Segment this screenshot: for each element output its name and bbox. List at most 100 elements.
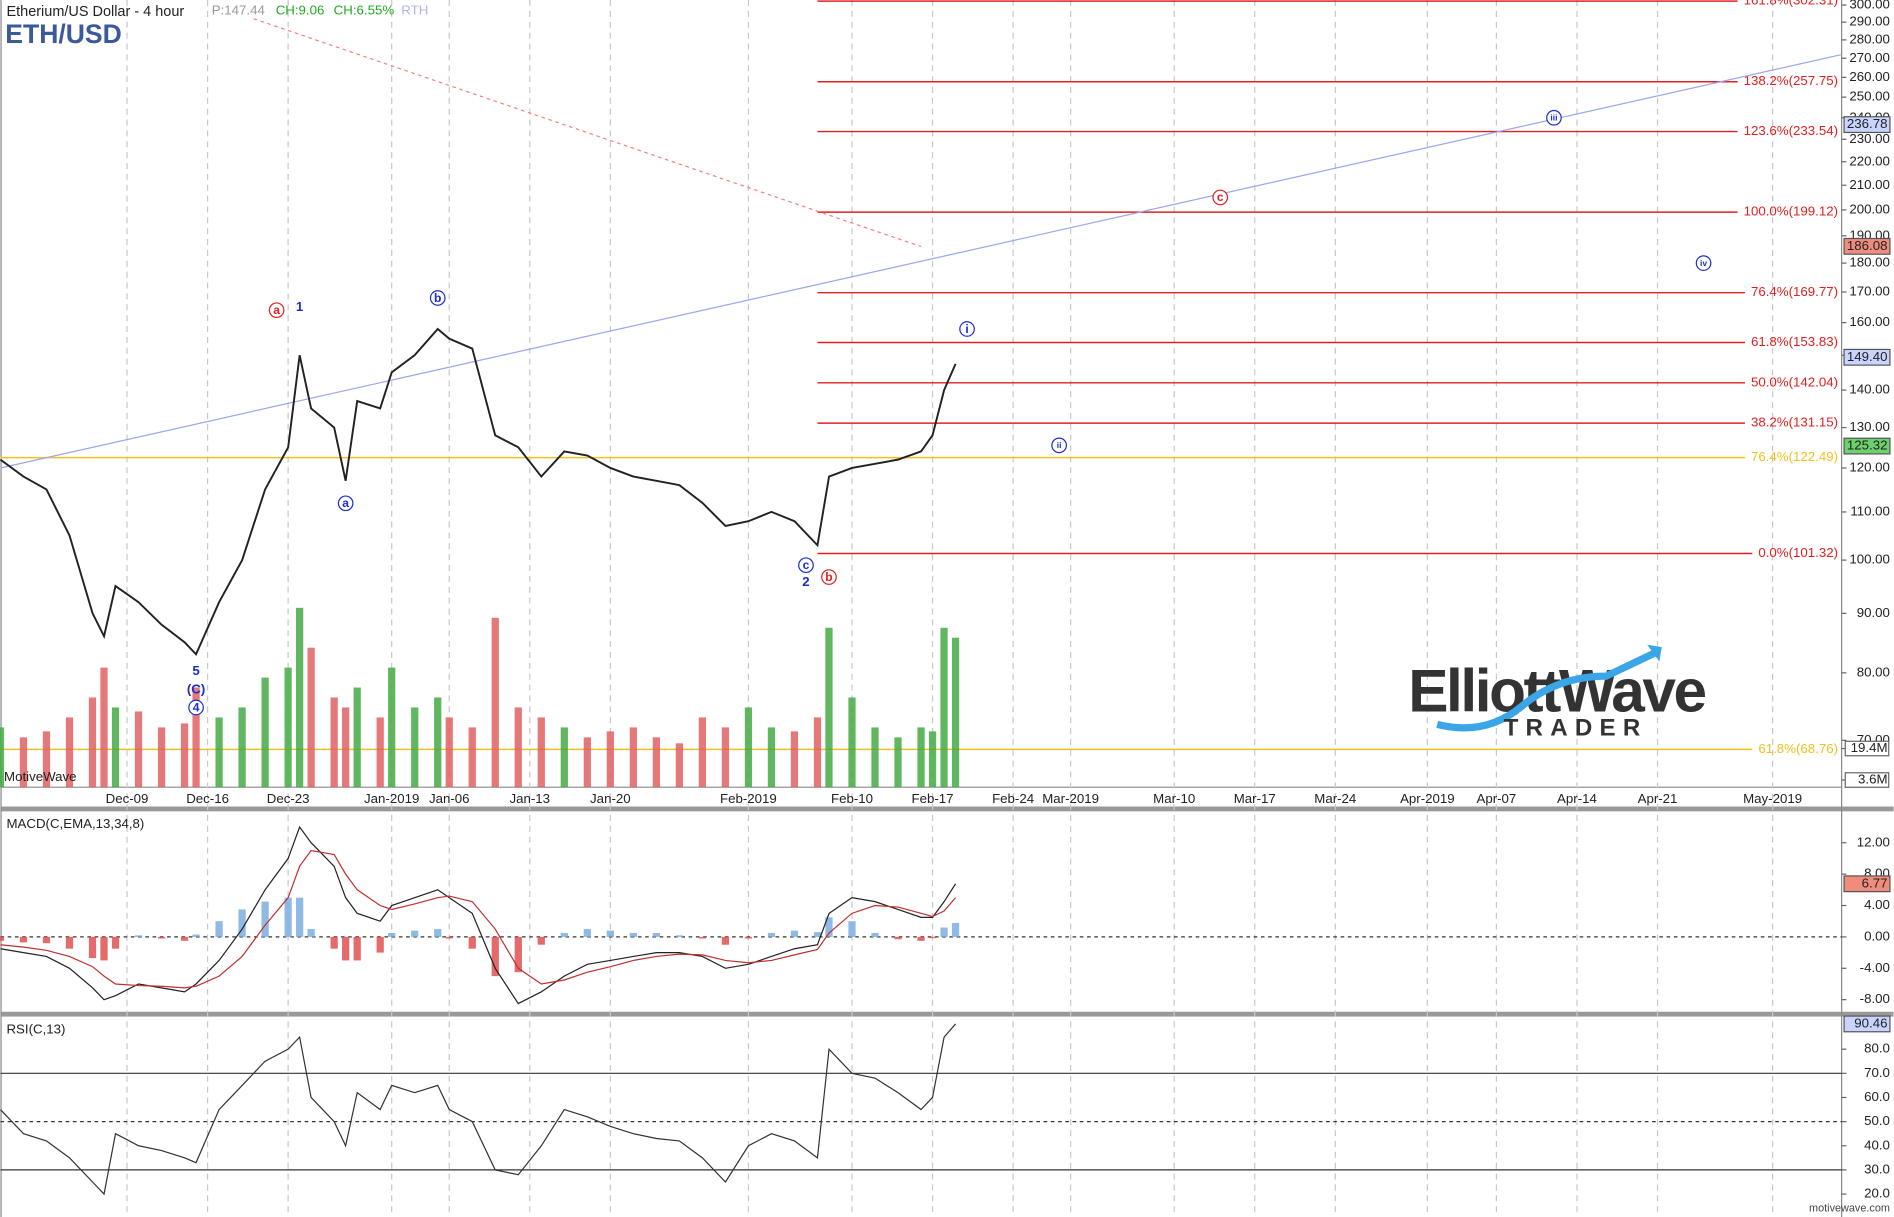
y-tick-label: 210.00 <box>1849 177 1890 192</box>
y-tick-label: 110.00 <box>1850 503 1890 518</box>
y-tick-label: 160.00 <box>1849 314 1890 329</box>
histogram-bar <box>825 917 833 937</box>
wave-circle <box>429 290 446 306</box>
y-tick-label: 40.0 <box>1864 1137 1890 1152</box>
volume-bar <box>813 717 822 788</box>
volume-bar <box>376 717 384 788</box>
wave-label: b <box>434 291 441 305</box>
volume-bar <box>88 697 97 788</box>
wave-circle <box>1546 109 1562 126</box>
volume-bar <box>629 727 637 788</box>
wave-label: b <box>825 570 832 584</box>
histogram-bar <box>894 936 902 940</box>
histogram-bar <box>157 936 166 939</box>
x-tick-label: Apr-07 <box>1477 791 1517 806</box>
volume-bar <box>583 737 591 788</box>
x-tick-label: Dec-09 <box>106 791 149 806</box>
fib-label: 123.6%(233.54) <box>1744 123 1838 138</box>
volume-bar <box>491 617 499 788</box>
y-tick-label: 80.00 <box>1857 664 1890 679</box>
pane-title: RSI(C,13) <box>6 1021 65 1036</box>
fib-label: 38.2%(131.15) <box>1751 415 1838 430</box>
volume-bar <box>342 707 350 788</box>
volume-bar <box>65 717 74 788</box>
fib-label: 138.2%(257.75) <box>1744 73 1838 88</box>
histogram-bar <box>721 936 730 945</box>
histogram-bar <box>514 936 522 973</box>
y-tick-label: 20.0 <box>1864 1186 1890 1201</box>
histogram-bar <box>376 936 384 953</box>
histogram-bar <box>652 932 660 937</box>
wave-label: c <box>803 558 810 572</box>
histogram-bar <box>445 936 453 939</box>
wave-circle <box>337 495 354 512</box>
volume-bar <box>19 737 28 788</box>
volume-bar <box>215 717 223 788</box>
y-tick-label: 300.00 <box>1849 0 1890 12</box>
histogram-bar <box>411 930 419 937</box>
volume-bar <box>157 727 166 788</box>
series-line <box>0 327 957 656</box>
logo-line2: TRADER <box>1504 715 1648 742</box>
fib-label: 76.4%(169.77) <box>1751 284 1838 299</box>
volume-bar <box>894 737 902 788</box>
histogram-bar <box>330 936 338 949</box>
y-tick-label: 60.0 <box>1864 1089 1890 1104</box>
histogram-bar <box>192 934 200 937</box>
histogram-bar <box>100 936 108 961</box>
histogram-bar <box>629 932 637 937</box>
y-tick-label: 90.00 <box>1857 605 1890 620</box>
y-tick-label: 250.00 <box>1849 89 1890 104</box>
volume-bar <box>721 727 730 788</box>
wave-label: 4 <box>193 700 200 714</box>
histogram-bar <box>353 936 361 961</box>
volume-bar <box>790 731 799 788</box>
histogram-bar <box>180 936 189 941</box>
volume-bar <box>514 707 522 788</box>
pane-separator <box>0 806 1894 812</box>
y-tick-label: 100.00 <box>1849 552 1890 567</box>
y-tick-label: 220.00 <box>1849 153 1890 168</box>
price-tag <box>1843 348 1891 366</box>
wave-label: a <box>342 496 349 510</box>
volume-bar <box>296 607 304 788</box>
change: CH:9.06 <box>276 2 325 17</box>
change-pct: CH:6.55% <box>334 2 395 17</box>
price-tag-label: 125.32 <box>1847 438 1888 453</box>
wave-circle <box>268 302 285 319</box>
histogram-bar <box>790 930 799 937</box>
price-tag-label: 90.46 <box>1854 1015 1887 1030</box>
wave-circle <box>1212 189 1229 206</box>
instrument: Etherium/US Dollar - 4 hour <box>6 4 184 20</box>
x-tick-label: Feb-17 <box>912 791 954 806</box>
x-tick-label: Jan-06 <box>429 791 470 806</box>
y-tick-label: 30.0 <box>1864 1161 1890 1176</box>
y-tick-label: 270.00 <box>1849 50 1890 65</box>
histogram-bar <box>767 932 776 937</box>
volume-bar <box>468 727 476 788</box>
wave-label: c <box>1217 190 1224 204</box>
volume-bar <box>388 667 396 788</box>
price-tag <box>1843 875 1891 893</box>
wave-label: i <box>965 322 968 336</box>
price-tag-label: 6.77 <box>1862 875 1888 890</box>
price-tag <box>1843 116 1891 134</box>
histogram-bar <box>88 936 97 959</box>
volume-bar <box>445 717 453 788</box>
y2-tick-label: 19.4M <box>1851 740 1888 755</box>
y-tick-label: 70.0 <box>1864 1065 1890 1080</box>
y-tick-label: 0.00 <box>1864 928 1890 943</box>
histogram-bar <box>675 935 684 937</box>
x-tick-label: Feb-2019 <box>720 791 777 806</box>
volume-bar <box>261 677 269 788</box>
pane-separator <box>0 1011 1894 1017</box>
volume-bar <box>0 727 5 788</box>
wave-label: iii <box>1550 113 1557 123</box>
y-tick-label: 4.00 <box>1864 897 1890 912</box>
logo-arrow <box>1647 644 1662 662</box>
series-line <box>0 849 957 989</box>
x-tick-label: Feb-10 <box>831 791 873 806</box>
histogram-bar <box>42 936 51 944</box>
wave-label: (C) <box>187 682 205 697</box>
y-tick-label: 290.00 <box>1849 14 1890 29</box>
